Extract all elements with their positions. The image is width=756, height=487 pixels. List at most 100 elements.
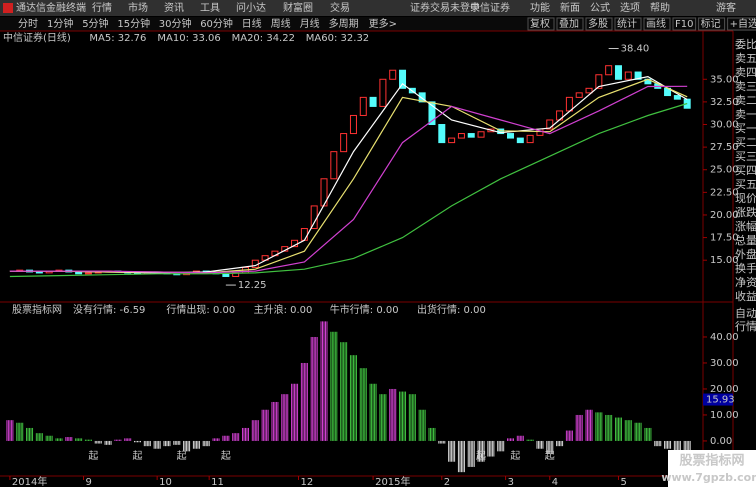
indicator-title: 股票指标网 <box>12 303 62 316</box>
tool-button[interactable] <box>672 17 697 31</box>
quote-label: 买五 <box>735 178 756 191</box>
menu-item[interactable]: 公式 <box>590 1 610 14</box>
quote-label: 卖二 <box>735 94 756 107</box>
annotation: 38.40 <box>621 44 650 55</box>
period-tab[interactable]: 1分钟 <box>47 17 73 30</box>
menu-item[interactable]: 市场 <box>128 1 148 14</box>
period-tab[interactable]: 30分钟 <box>159 17 192 30</box>
quote-label: 现价 <box>735 192 756 205</box>
y-tick-label: 35.00 <box>710 74 739 85</box>
candle <box>575 92 583 98</box>
tool-button[interactable] <box>643 17 671 31</box>
period-tab[interactable]: 15分钟 <box>117 17 150 30</box>
candle <box>457 133 465 139</box>
y-tick-label: 20.00 <box>710 384 739 395</box>
tool-label[interactable]: F10 <box>675 19 693 30</box>
candle <box>379 78 387 107</box>
signal: 起 <box>133 450 143 462</box>
tool-label[interactable]: 多股 <box>588 17 608 30</box>
tool-button[interactable] <box>556 17 584 31</box>
quote-label: 净资 <box>735 275 756 289</box>
menu-item[interactable]: 资讯 <box>164 2 184 14</box>
legend-entry: 出货行情: 0.00 <box>417 303 486 316</box>
candle <box>634 71 642 80</box>
period-tab[interactable]: 月线 <box>300 17 320 30</box>
signal: 起 <box>510 450 520 462</box>
menu-item[interactable]: 交易 <box>330 1 350 14</box>
legend-entry: MA5: 32.76 <box>89 33 146 44</box>
period-tab[interactable]: 周线 <box>271 17 291 30</box>
ma-line <box>9 85 688 274</box>
signal: 起 <box>88 450 98 462</box>
tool-label[interactable]: 标记 <box>701 18 721 30</box>
value-marker <box>703 393 733 406</box>
x-tick-label: 2 <box>444 477 450 487</box>
y-tick-label: 0.00 <box>710 436 732 447</box>
period-tab[interactable]: 60分钟 <box>200 17 233 30</box>
login-status[interactable]: 证券交易未登录 <box>410 1 480 14</box>
y-tick-label: 15.00 <box>710 255 739 266</box>
ma-line <box>9 102 688 278</box>
y-tick-label: 25.00 <box>710 165 739 176</box>
period-tab[interactable]: 分时 <box>18 18 38 30</box>
tool-label[interactable]: 统计 <box>617 17 637 30</box>
candle <box>673 95 681 100</box>
signal: 起 <box>476 450 486 462</box>
menu-item[interactable]: 行情 <box>92 1 112 14</box>
tool-button[interactable] <box>585 17 613 31</box>
toolbar <box>0 17 756 31</box>
chart-title: 中信证券(日线) <box>3 31 71 44</box>
broker[interactable]: 中信证券 <box>470 1 510 14</box>
candle <box>399 69 407 89</box>
period-tab[interactable]: 更多> <box>369 17 397 30</box>
tool-label[interactable]: 复权 <box>530 17 550 30</box>
tool-label[interactable]: 叠加 <box>559 18 579 30</box>
tool-button[interactable] <box>727 17 756 31</box>
annotation: 12.25 <box>238 280 267 291</box>
candle <box>75 271 83 275</box>
y-tick-label: 32.50 <box>710 97 739 108</box>
quote-label: 买三 <box>735 150 756 163</box>
legend-entry: 主升浪: 0.00 <box>254 303 313 316</box>
menu-item[interactable]: 选项 <box>620 1 640 14</box>
candle <box>526 134 534 144</box>
menu-item[interactable]: 工具 <box>200 2 220 14</box>
candle <box>428 101 436 126</box>
candle <box>585 87 593 94</box>
y-tick-label: 22.50 <box>710 187 739 198</box>
menu-item[interactable]: 功能 <box>530 1 550 14</box>
menu-item[interactable]: 新面 <box>560 1 580 14</box>
candle <box>35 271 43 274</box>
candle <box>369 96 377 107</box>
user[interactable]: 游客 <box>716 1 736 14</box>
tool-label[interactable]: +自选 <box>730 17 756 30</box>
side-tab[interactable]: 行情 <box>735 320 756 333</box>
period-tab[interactable]: 5分钟 <box>82 17 108 30</box>
ma-line <box>9 78 688 274</box>
tool-button[interactable] <box>527 17 555 31</box>
quote-label: 收益 <box>735 289 756 303</box>
candle <box>624 71 632 80</box>
menu-item[interactable]: 问小达 <box>236 1 266 14</box>
x-tick-label: 4 <box>552 477 558 487</box>
x-tick-label: 9 <box>86 477 92 487</box>
period-tab[interactable]: 日线 <box>242 17 262 30</box>
watermark-bg <box>668 450 756 487</box>
x-tick-label: 2014年 <box>12 475 47 487</box>
side-tab[interactable]: 自动 <box>735 307 756 320</box>
x-tick-label: 11 <box>211 477 224 487</box>
candle <box>614 65 622 80</box>
y-tick-label: 40.00 <box>710 332 739 343</box>
tool-label[interactable]: 画线 <box>646 17 666 30</box>
menu-item[interactable]: 帮助 <box>650 1 670 14</box>
legend-entry: 没有行情: -6.59 <box>73 303 145 316</box>
candle <box>516 137 524 144</box>
tool-button[interactable] <box>698 17 726 31</box>
menu-item[interactable]: 财富圈 <box>283 1 313 14</box>
signal: 起 <box>545 450 555 462</box>
quote-label: 委比 <box>735 38 756 51</box>
tool-button[interactable] <box>614 17 642 31</box>
period-tab[interactable]: 多周期 <box>329 17 359 30</box>
